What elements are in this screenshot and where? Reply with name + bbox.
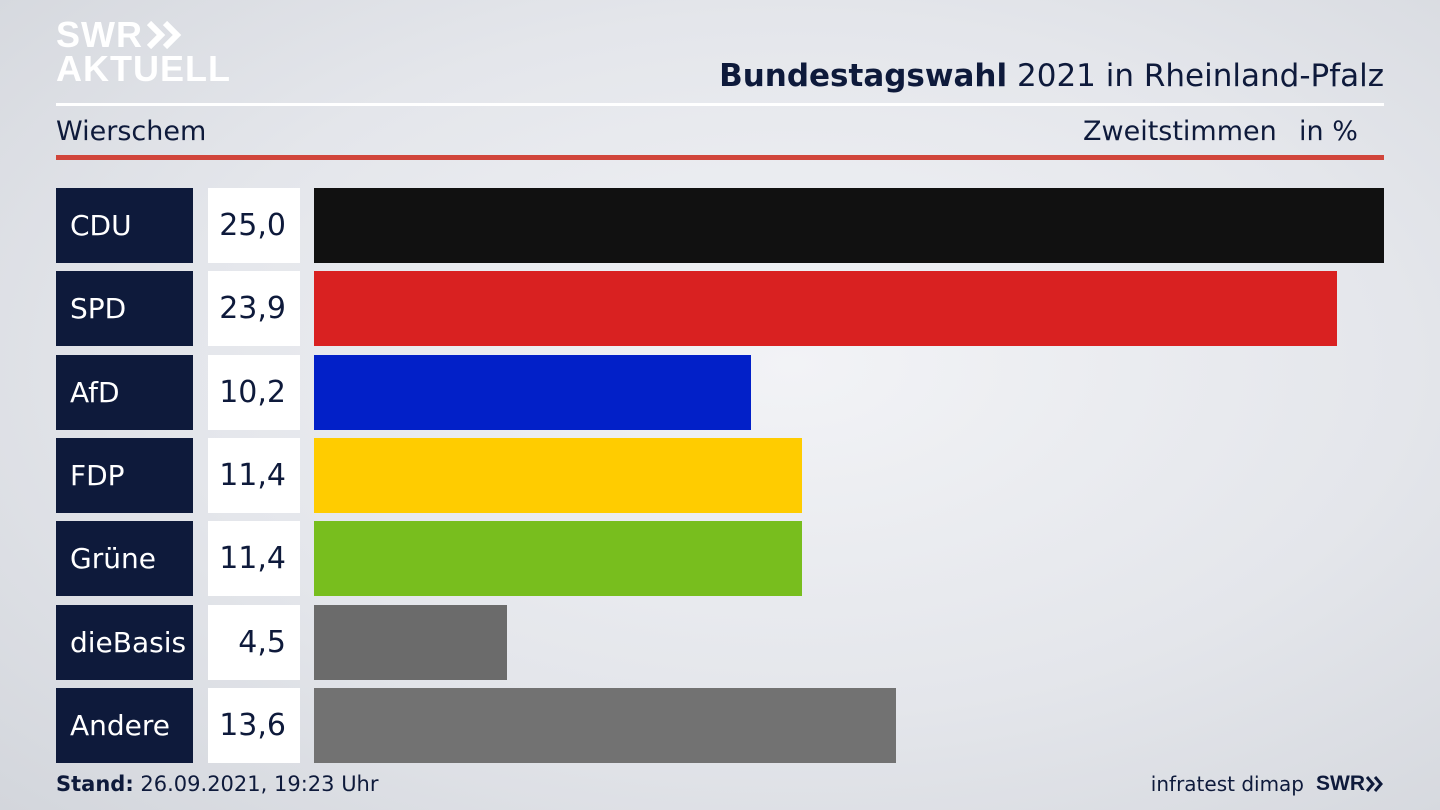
value-label: 10,2 bbox=[208, 355, 300, 430]
title-rest: 2021 in Rheinland-Pfalz bbox=[1017, 58, 1384, 94]
chart-title: Bundestagswahl 2021 in Rheinland-Pfalz bbox=[719, 58, 1384, 94]
bar-row: CDU 25,0 bbox=[56, 188, 1384, 263]
swr-small-logo: SWR bbox=[1316, 772, 1384, 796]
value-label: 11,4 bbox=[208, 438, 300, 513]
value-label: 23,9 bbox=[208, 271, 300, 346]
timestamp: Stand: 26.09.2021, 19:23 Uhr bbox=[56, 772, 379, 796]
unit-label: in % bbox=[1299, 116, 1358, 147]
header-divider bbox=[56, 103, 1384, 106]
value-label: 13,6 bbox=[208, 688, 300, 763]
source-text: infratest dimap bbox=[1150, 772, 1304, 796]
bar bbox=[314, 605, 507, 680]
accent-divider bbox=[56, 155, 1384, 160]
stand-value: 26.09.2021, 19:23 Uhr bbox=[140, 772, 379, 796]
logo-text-swr: SWR bbox=[56, 14, 143, 55]
party-label: SPD bbox=[56, 271, 193, 346]
bar-row: AfD 10,2 bbox=[56, 355, 1384, 430]
bar-row: SPD 23,9 bbox=[56, 271, 1384, 346]
double-chevron-right-icon bbox=[147, 21, 182, 49]
bar bbox=[314, 271, 1337, 346]
logo-text-aktuell: AKTUELL bbox=[56, 48, 231, 89]
party-label: FDP bbox=[56, 438, 193, 513]
bar-row: FDP 11,4 bbox=[56, 438, 1384, 513]
location-subtitle: Wierschem bbox=[56, 116, 207, 147]
measure-label: Zweitstimmen bbox=[1083, 116, 1277, 147]
party-label: AfD bbox=[56, 355, 193, 430]
bar-row: dieBasis 4,5 bbox=[56, 605, 1384, 680]
value-label: 11,4 bbox=[208, 521, 300, 596]
bar bbox=[314, 188, 1384, 263]
value-label: 25,0 bbox=[208, 188, 300, 263]
double-chevron-right-icon bbox=[1366, 776, 1383, 792]
source-credit: infratest dimap SWR bbox=[1151, 772, 1384, 796]
swr-aktuell-logo: SWR AKTUELL bbox=[56, 14, 231, 89]
party-label: CDU bbox=[56, 188, 193, 263]
bar bbox=[314, 521, 802, 596]
title-bold: Bundestagswahl bbox=[719, 58, 1008, 94]
bar bbox=[314, 355, 751, 430]
party-label: dieBasis bbox=[56, 605, 193, 680]
value-label: 4,5 bbox=[208, 605, 300, 680]
party-label: Andere bbox=[56, 688, 193, 763]
bar-row: Andere 13,6 bbox=[56, 688, 1384, 763]
bar bbox=[314, 688, 896, 763]
stand-label: Stand: bbox=[56, 772, 134, 796]
bar-row: Grüne 11,4 bbox=[56, 521, 1384, 596]
party-label: Grüne bbox=[56, 521, 193, 596]
bar bbox=[314, 438, 802, 513]
swr-small-text: SWR bbox=[1316, 772, 1365, 795]
